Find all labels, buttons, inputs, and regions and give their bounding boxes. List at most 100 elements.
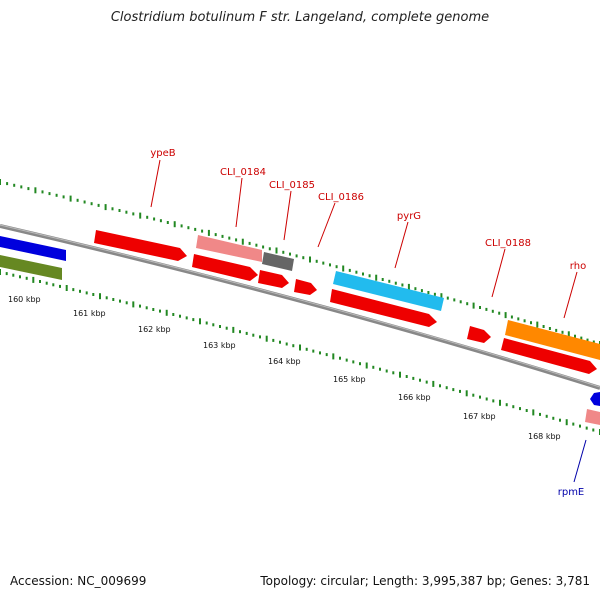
major-tick xyxy=(132,301,135,308)
leader-rho xyxy=(563,271,578,319)
major-tick xyxy=(199,318,201,325)
major-tick xyxy=(504,312,507,319)
minor-tick xyxy=(45,281,48,285)
minor-tick xyxy=(579,424,581,428)
minor-tick xyxy=(414,287,417,291)
major-tick xyxy=(332,353,335,360)
label-rho[interactable]: rho xyxy=(570,261,586,272)
minor-tick xyxy=(368,274,371,278)
major-tick xyxy=(69,195,72,202)
gene-rho[interactable] xyxy=(505,320,600,360)
major-tick xyxy=(265,335,268,342)
minor-tick xyxy=(580,336,583,340)
leader-cli0188 xyxy=(491,248,506,298)
gene-cli0185[interactable] xyxy=(262,252,294,271)
minor-tick xyxy=(312,349,315,353)
gene-block-olive[interactable] xyxy=(0,255,62,280)
major-tick xyxy=(0,269,1,275)
major-tick xyxy=(165,309,168,316)
minor-tick xyxy=(6,182,9,186)
minor-tick xyxy=(187,226,190,230)
minor-tick xyxy=(292,344,295,348)
minor-tick xyxy=(329,263,331,267)
major-tick xyxy=(399,371,401,378)
gene-red-b1[interactable] xyxy=(192,254,258,281)
minor-tick xyxy=(12,273,15,277)
minor-tick xyxy=(259,335,261,339)
gene-ypeb[interactable] xyxy=(94,230,187,261)
minor-tick xyxy=(405,375,408,378)
minor-tick xyxy=(139,304,141,308)
minor-tick xyxy=(348,268,351,272)
minor-tick xyxy=(282,250,285,254)
label-pyrg[interactable]: pyrG xyxy=(397,211,421,222)
major-tick xyxy=(139,212,142,219)
minor-tick xyxy=(79,289,81,293)
minor-tick xyxy=(146,215,149,219)
minor-tick xyxy=(166,221,169,224)
minor-tick xyxy=(345,358,348,362)
minor-tick xyxy=(325,353,328,357)
minor-tick xyxy=(201,229,204,233)
minor-tick xyxy=(25,276,28,280)
minor-tick xyxy=(252,333,255,337)
minor-tick xyxy=(305,347,308,351)
gene-red-b6[interactable] xyxy=(501,338,597,374)
minor-tick xyxy=(194,227,197,231)
gene-pyrg[interactable] xyxy=(333,271,444,311)
minor-tick xyxy=(388,279,391,283)
minor-tick xyxy=(125,210,128,214)
kbp-labels: 160 kbp 161 kbp 162 kbp 163 kbp 164 kbp … xyxy=(8,295,561,441)
major-tick xyxy=(567,331,570,338)
minor-tick xyxy=(289,252,291,256)
minor-tick xyxy=(55,193,58,197)
gene-red-b5[interactable] xyxy=(467,326,491,343)
leader-cli0185 xyxy=(283,190,292,241)
minor-tick xyxy=(561,330,564,334)
minor-tick xyxy=(355,270,358,274)
gene-block-blue[interactable] xyxy=(0,236,66,261)
minor-tick xyxy=(585,426,588,430)
major-tick xyxy=(99,293,101,300)
gene-red-b2[interactable] xyxy=(258,270,289,288)
minor-tick xyxy=(572,422,575,426)
gene-cli0184[interactable] xyxy=(196,235,262,262)
gene-pink-small[interactable] xyxy=(585,409,600,425)
outer-tick-row xyxy=(0,179,600,347)
gene-blue-small[interactable] xyxy=(590,392,600,406)
minor-tick xyxy=(459,389,461,393)
minor-tick xyxy=(385,369,388,373)
major-tick xyxy=(207,229,210,236)
label-cli0188[interactable]: CLI_0188 xyxy=(485,238,531,249)
minor-tick xyxy=(523,319,526,323)
minor-tick xyxy=(381,278,384,281)
minor-tick xyxy=(255,243,258,247)
minor-tick xyxy=(19,275,21,279)
major-tick xyxy=(299,344,301,351)
gene-red-b3[interactable] xyxy=(294,279,317,295)
major-tick xyxy=(432,380,435,387)
minor-tick xyxy=(485,397,488,401)
minor-tick xyxy=(125,301,128,305)
minor-tick xyxy=(505,403,508,407)
label-cli0184[interactable]: CLI_0184 xyxy=(220,167,266,178)
minor-tick xyxy=(20,185,23,189)
major-tick xyxy=(173,221,176,228)
label-ypeb[interactable]: ypeB xyxy=(150,148,175,159)
minor-tick xyxy=(41,190,44,194)
minor-tick xyxy=(112,298,115,301)
gene-red-b4[interactable] xyxy=(330,289,437,327)
minor-tick xyxy=(401,283,404,287)
minor-tick xyxy=(439,384,441,388)
label-rpme[interactable]: rpmE xyxy=(558,487,585,498)
major-tick xyxy=(232,326,235,333)
kbp-label-168: 168 kbp xyxy=(528,432,561,441)
label-cli0186[interactable]: CLI_0186 xyxy=(318,192,364,203)
major-tick xyxy=(465,390,468,397)
label-cli0185[interactable]: CLI_0185 xyxy=(269,180,315,191)
minor-tick xyxy=(322,261,325,265)
major-tick xyxy=(275,247,278,254)
minor-tick xyxy=(574,334,576,338)
kbp-label-164: 164 kbp xyxy=(268,357,301,366)
minor-tick xyxy=(145,306,148,310)
